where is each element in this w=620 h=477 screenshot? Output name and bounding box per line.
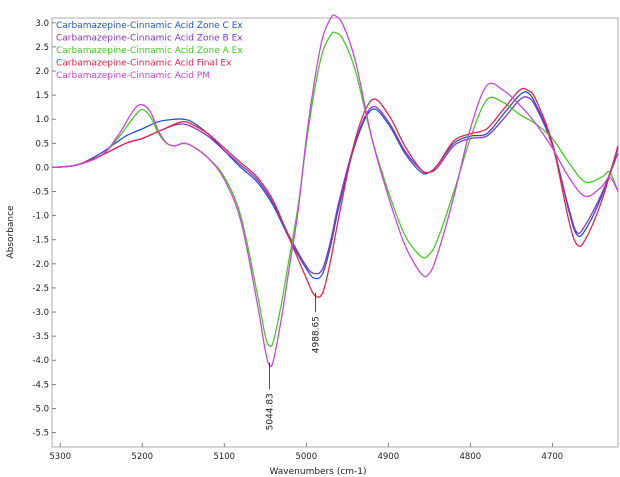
y-tick-label: -1.5 xyxy=(32,236,49,246)
y-tick-label: -1.0 xyxy=(32,212,49,222)
y-tick-label: 1.0 xyxy=(35,115,49,125)
legend-entry: Carbamazepine-Cinnamic Acid Final Ex xyxy=(56,59,232,69)
y-tick-label: -4.0 xyxy=(32,356,49,366)
series-line-4 xyxy=(51,14,619,368)
x-tick-label: 5000 xyxy=(295,452,317,462)
y-tick-label: -5.5 xyxy=(32,429,49,439)
x-tick-label: 4900 xyxy=(377,452,399,462)
annotation-label: 5044.83 xyxy=(266,393,276,430)
y-tick-label: -2.5 xyxy=(32,284,49,294)
x-tick-label: 5100 xyxy=(213,452,235,462)
y-tick-label: 1.5 xyxy=(35,91,49,101)
x-tick-label: 5300 xyxy=(49,452,71,462)
legend-entry: Carbamazepine-Cinnamic Acid Zone B Ex xyxy=(56,34,243,44)
y-tick-label: -0.5 xyxy=(32,188,49,198)
y-tick-label: 2.0 xyxy=(35,67,49,77)
y-tick-label: 3.0 xyxy=(35,19,49,29)
x-tick-label: 4800 xyxy=(460,452,482,462)
y-tick-label: 0.0 xyxy=(35,163,49,173)
y-tick-label: -4.5 xyxy=(32,380,49,390)
annotations: 5044.83 4988.65 xyxy=(266,292,322,430)
y-tick-label: -2.0 xyxy=(32,260,49,270)
plot-frame xyxy=(51,17,619,448)
legend: Carbamazepine-Cinnamic Acid Zone C Ex Car… xyxy=(56,21,243,81)
annotation-label: 4988.65 xyxy=(312,316,322,353)
y-tick-label: -5.0 xyxy=(32,404,49,414)
y-tick-label: -3.0 xyxy=(32,308,49,318)
x-axis-title: Wavenumbers (cm-1) xyxy=(269,467,366,477)
series-line-3 xyxy=(51,87,619,298)
legend-entry: Carbamazepine-Cinnamic Acid PM xyxy=(56,71,210,81)
y-tick-label: 0.5 xyxy=(35,139,49,149)
y-tick-label: -3.5 xyxy=(32,332,49,342)
series-lines xyxy=(51,14,619,368)
legend-entry: Carbamazepine-Cinnamic Acid Zone C Ex xyxy=(56,21,243,31)
x-tick-label: 5200 xyxy=(131,452,153,462)
series-line-1 xyxy=(51,96,619,275)
axes: 3.0 2.5 2.0 1.5 1.0 0.5 0.0 -0.5 -1.0 -1.5 -2.0 -2.… xyxy=(32,19,563,462)
y-axis-title: Absorbance xyxy=(6,205,16,259)
x-tick-label: 4700 xyxy=(542,452,564,462)
y-tick-label: 2.5 xyxy=(35,43,49,53)
legend-entry: Carbamazepine-Cinnamic Acid Zone A Ex xyxy=(56,46,243,56)
